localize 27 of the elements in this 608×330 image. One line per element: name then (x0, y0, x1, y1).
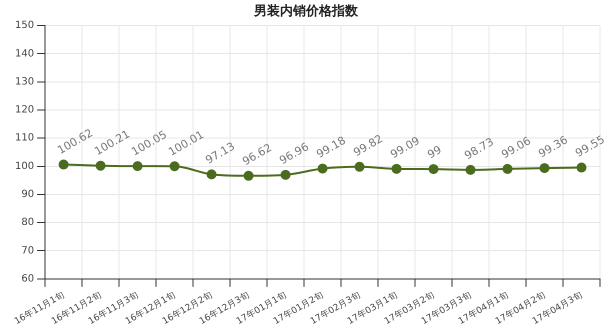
y-tick-label: 110 (14, 132, 34, 144)
point (96, 160, 106, 171)
point (502, 164, 513, 174)
point (244, 170, 254, 181)
y-tick-label: 60 (21, 273, 34, 284)
point (170, 161, 180, 172)
point (280, 170, 291, 180)
y-tick-label: 150 (14, 20, 34, 32)
chart-title: 男装内销价格指数 (253, 4, 359, 20)
point (354, 162, 365, 172)
y-tick-label: 140 (14, 48, 34, 60)
y-tick-label: 90 (21, 189, 34, 200)
point (58, 160, 69, 170)
point (206, 169, 217, 180)
point (576, 162, 587, 173)
y-tick-label: 80 (21, 217, 34, 228)
data-label: 99 (425, 143, 444, 162)
y-tick-label: 100 (14, 160, 34, 172)
point (132, 161, 143, 172)
point (392, 164, 402, 174)
point (540, 163, 550, 174)
y-tick-label: 120 (14, 104, 34, 116)
y-tick-label: 130 (14, 76, 34, 88)
point (466, 164, 476, 175)
point (428, 164, 439, 174)
point (318, 164, 328, 174)
y-tick-label: 70 (21, 245, 34, 256)
